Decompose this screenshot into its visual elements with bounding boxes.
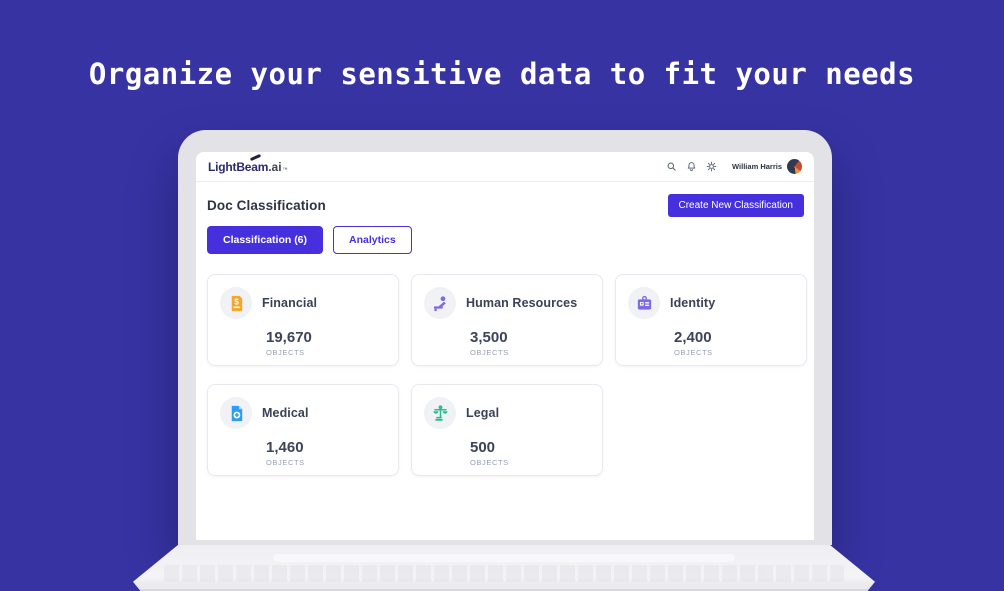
card-count: 1,460 — [266, 439, 304, 456]
app-window: LightBeam .ai ™ — [196, 152, 814, 540]
tab-classification[interactable]: Classification (6) — [207, 226, 324, 254]
card-unit: OBJECTS — [470, 458, 509, 467]
card-unit: OBJECTS — [266, 458, 305, 467]
card-title: Legal — [466, 406, 500, 420]
card-count: 2,400 — [674, 329, 712, 346]
logo-suffix-text: .ai — [268, 159, 282, 174]
laptop-hinge — [273, 554, 735, 562]
tab-bar: Classification (6) Analytics — [207, 226, 804, 254]
card-title: Identity — [670, 296, 716, 310]
logo-trademark: ™ — [282, 166, 288, 173]
card-count: 19,670 — [266, 329, 312, 346]
legal-scales-icon — [424, 397, 456, 429]
avatar — [787, 159, 802, 174]
card-human-resources[interactable]: Human Resources 3,500 OBJECTS — [411, 274, 603, 366]
card-unit: OBJECTS — [674, 348, 713, 357]
financial-document-icon: $ — [220, 287, 252, 319]
doc-classification-heading: Doc Classification — [207, 198, 326, 213]
lightbeam-logo: LightBeam .ai ™ — [208, 153, 288, 174]
card-count: 3,500 — [470, 329, 508, 346]
card-count: 500 — [470, 439, 496, 456]
app-navbar: LightBeam .ai ™ — [196, 152, 814, 182]
card-medical[interactable]: Medical 1,460 OBJECTS — [207, 384, 399, 476]
laptop-base — [132, 545, 876, 591]
card-unit: OBJECTS — [470, 348, 509, 357]
search-icon[interactable] — [666, 161, 677, 172]
card-unit: OBJECTS — [266, 348, 305, 357]
main-content: Doc Classification Create New Classifica… — [196, 182, 814, 476]
tab-analytics[interactable]: Analytics — [333, 226, 412, 254]
card-title: Human Resources — [466, 296, 578, 310]
card-title: Medical — [262, 406, 309, 420]
bell-icon[interactable] — [686, 161, 697, 172]
svg-text:$: $ — [234, 297, 239, 306]
card-title: Financial — [262, 296, 318, 310]
user-menu[interactable]: William Harris — [732, 159, 802, 174]
gear-icon[interactable] — [706, 161, 717, 172]
page-title: Organize your sensitive data to fit your… — [88, 57, 916, 91]
classification-card-grid: $ Financial 19,670 OBJECTS — [207, 274, 807, 476]
logo-brand-text: LightBeam — [208, 159, 269, 174]
navbar-actions: William Harris — [666, 159, 802, 174]
laptop-base-edge — [140, 584, 868, 591]
card-legal[interactable]: Legal 500 OBJECTS — [411, 384, 603, 476]
laptop-screen: LightBeam .ai ™ — [178, 130, 832, 545]
create-new-classification-button[interactable]: Create New Classification — [667, 194, 804, 217]
user-name: William Harris — [732, 162, 782, 171]
person-desk-icon — [424, 287, 456, 319]
card-financial[interactable]: $ Financial 19,670 OBJECTS — [207, 274, 399, 366]
laptop-keyboard — [164, 565, 844, 582]
id-badge-icon — [628, 287, 660, 319]
medical-document-icon — [220, 397, 252, 429]
card-identity[interactable]: Identity 2,400 OBJECTS — [615, 274, 807, 366]
page-header: Doc Classification Create New Classifica… — [207, 194, 804, 217]
